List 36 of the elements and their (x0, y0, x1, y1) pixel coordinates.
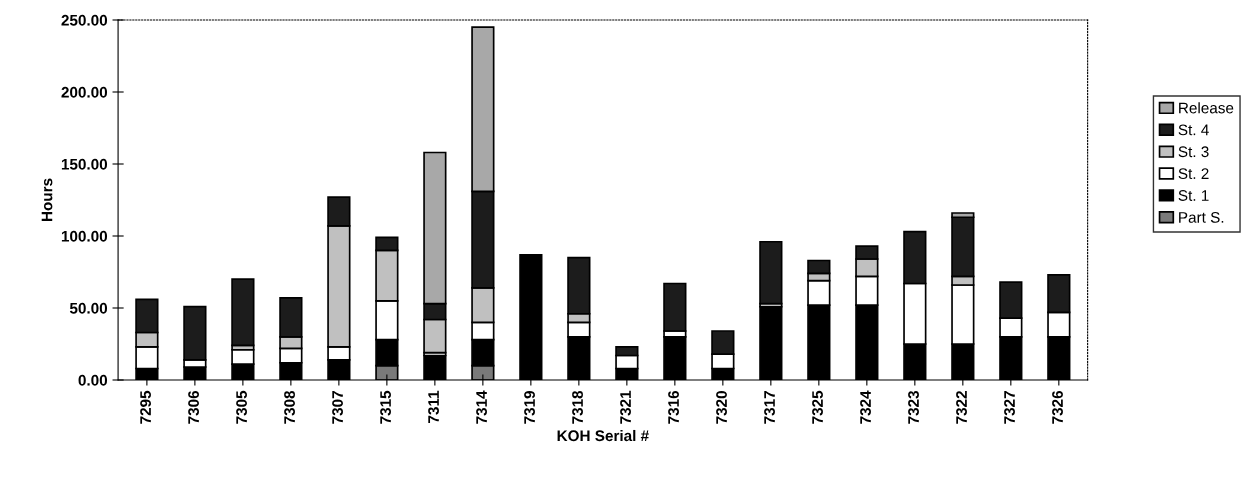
x-tick-label: 7307 (332, 391, 343, 424)
x-tick-label: 7314 (476, 390, 487, 424)
x-tick-label: 7324 (860, 390, 871, 424)
x-tick-label: 7325 (812, 390, 823, 424)
x-tick-label: 7306 (188, 390, 199, 424)
x-tick-label: 7318 (572, 390, 583, 424)
x-tick-label: 7311 (428, 390, 439, 423)
y-tick-label: 250.00 (61, 14, 108, 26)
x-tick-label: 7319 (524, 390, 535, 424)
x-tick-label: 7305 (236, 390, 247, 424)
legend-label: St. 1 (1178, 190, 1209, 201)
x-axis-title: KOH Serial # (557, 429, 649, 442)
legend-label: Release (1179, 102, 1234, 114)
y-axis-title: Hours (41, 178, 53, 222)
legend-label: St. 2 (1178, 168, 1209, 180)
bar (759, 240, 783, 305)
legend-label: Part S. (1179, 211, 1224, 223)
x-tick-label: 7327 (1004, 391, 1015, 424)
x-tick-label: 7317 (764, 391, 775, 424)
x-tick-label: 7322 (956, 391, 967, 424)
y-tick-label: 50.00 (69, 302, 108, 314)
bar (231, 278, 255, 347)
legend-label: St. 3 (1178, 146, 1209, 158)
x-tick-label: 7323 (908, 390, 919, 424)
x-tick-label: 7321 (620, 390, 631, 424)
y-tick-label: 100.00 (61, 230, 108, 242)
y-tick-label: 200.00 (61, 86, 108, 98)
x-tick-label: 7320 (716, 391, 727, 424)
x-tick-label: 7308 (284, 390, 295, 424)
y-tick-label: 150.00 (61, 158, 108, 170)
y-tick-label: 0.00 (78, 374, 108, 386)
x-tick-label: 7295 (140, 390, 151, 424)
legend-label: St. 4 (1178, 124, 1209, 136)
x-tick-label: 7316 (668, 390, 679, 424)
x-tick-label: 7326 (1052, 390, 1063, 424)
x-tick-label: 7315 (380, 390, 391, 424)
